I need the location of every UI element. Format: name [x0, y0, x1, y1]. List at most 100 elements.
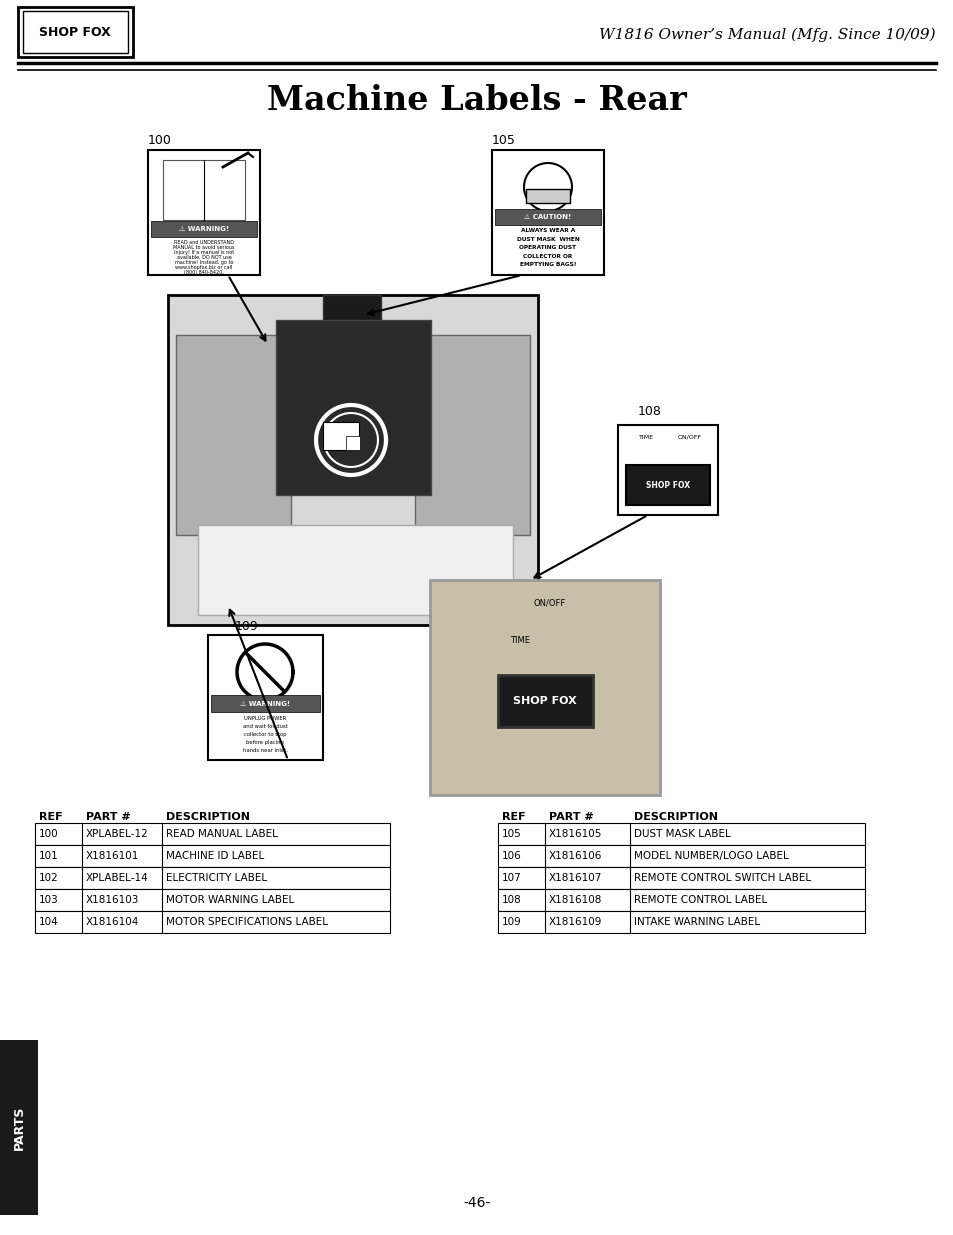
Text: UNPLUG POWER: UNPLUG POWER: [244, 716, 286, 721]
FancyBboxPatch shape: [491, 739, 520, 790]
Bar: [23, 11, 128, 53]
Text: DUST MASK LABEL: DUST MASK LABEL: [634, 829, 730, 839]
Text: X1816108: X1816108: [548, 895, 601, 905]
Bar: [415, 335, 530, 535]
Bar: [497, 845, 864, 867]
Bar: [497, 676, 593, 727]
Text: (800) 840-8420.: (800) 840-8420.: [184, 270, 224, 275]
Text: hands near inlet.: hands near inlet.: [242, 748, 287, 753]
Bar: [35, 867, 390, 889]
FancyBboxPatch shape: [517, 739, 547, 790]
Ellipse shape: [679, 445, 700, 454]
Text: injury! If a manual is not: injury! If a manual is not: [173, 249, 233, 254]
FancyBboxPatch shape: [476, 582, 613, 768]
Bar: [208, 635, 323, 760]
Bar: [497, 911, 864, 932]
Bar: [625, 466, 709, 505]
Text: 105: 105: [501, 829, 521, 839]
Text: MANUAL to avoid serious: MANUAL to avoid serious: [173, 245, 234, 249]
Bar: [148, 149, 260, 275]
Text: 109: 109: [234, 620, 258, 634]
Bar: [323, 295, 380, 380]
Text: 103: 103: [39, 895, 59, 905]
Text: ⚠ CAUTION!: ⚠ CAUTION!: [524, 214, 571, 220]
Text: collector to stop: collector to stop: [244, 732, 286, 737]
Bar: [18, 7, 132, 57]
Text: 105: 105: [492, 135, 516, 147]
Text: SHOP FOX: SHOP FOX: [39, 26, 111, 38]
Text: SHOP FOX: SHOP FOX: [645, 480, 689, 489]
Text: X1816104: X1816104: [86, 918, 139, 927]
Text: MACHINE ID LABEL: MACHINE ID LABEL: [166, 851, 264, 861]
Text: 100: 100: [39, 829, 58, 839]
Text: PARTS: PARTS: [12, 1105, 26, 1150]
Text: before placing: before placing: [246, 740, 284, 745]
Text: COLLECTOR OR: COLLECTOR OR: [523, 253, 572, 258]
Text: X1816109: X1816109: [548, 918, 601, 927]
FancyBboxPatch shape: [545, 739, 576, 790]
Text: 101: 101: [39, 851, 59, 861]
Bar: [35, 823, 390, 845]
Text: 109: 109: [501, 918, 521, 927]
FancyBboxPatch shape: [574, 739, 603, 790]
Text: ELECTRICITY LABEL: ELECTRICITY LABEL: [166, 873, 267, 883]
Text: ALWAYS WEAR A: ALWAYS WEAR A: [520, 228, 575, 233]
Text: available, DO NOT use: available, DO NOT use: [176, 254, 232, 261]
Text: REMOTE CONTROL LABEL: REMOTE CONTROL LABEL: [634, 895, 766, 905]
Text: DESCRIPTION: DESCRIPTION: [634, 811, 718, 823]
Text: and wait for dust: and wait for dust: [242, 724, 287, 729]
Bar: [168, 295, 537, 625]
Text: 108: 108: [638, 405, 661, 417]
Text: 100: 100: [148, 135, 172, 147]
Text: MOTOR WARNING LABEL: MOTOR WARNING LABEL: [166, 895, 294, 905]
Bar: [323, 422, 358, 450]
Bar: [0, 1040, 38, 1215]
Bar: [497, 867, 864, 889]
Text: 107: 107: [501, 873, 521, 883]
Text: X1816106: X1816106: [548, 851, 601, 861]
Text: -46-: -46-: [463, 1195, 490, 1210]
Text: ⚠ WARNING!: ⚠ WARNING!: [179, 226, 229, 232]
Text: X1816101: X1816101: [86, 851, 139, 861]
Text: Machine Labels - Rear: Machine Labels - Rear: [267, 84, 686, 116]
Text: EMPTYING BAGS!: EMPTYING BAGS!: [519, 262, 576, 267]
Text: DESCRIPTION: DESCRIPTION: [166, 811, 250, 823]
Text: X1816105: X1816105: [548, 829, 601, 839]
Text: ON/OFF: ON/OFF: [534, 599, 565, 608]
Text: MODEL NUMBER/LOGO LABEL: MODEL NUMBER/LOGO LABEL: [634, 851, 788, 861]
Text: SHOP FOX: SHOP FOX: [513, 697, 577, 706]
Bar: [163, 161, 245, 220]
Bar: [35, 911, 390, 932]
FancyBboxPatch shape: [495, 640, 551, 668]
Text: DUST MASK  WHEN: DUST MASK WHEN: [517, 236, 578, 242]
Bar: [198, 525, 513, 615]
Bar: [497, 889, 864, 911]
Ellipse shape: [636, 445, 656, 454]
Text: REF: REF: [501, 811, 525, 823]
Text: REF: REF: [39, 811, 63, 823]
Text: ON/OFF: ON/OFF: [678, 435, 701, 440]
Bar: [430, 580, 659, 795]
Text: W1816 Owner’s Manual (Mfg. Since 10/09): W1816 Owner’s Manual (Mfg. Since 10/09): [598, 28, 935, 42]
Text: REMOTE CONTROL SWITCH LABEL: REMOTE CONTROL SWITCH LABEL: [634, 873, 810, 883]
Text: X1816103: X1816103: [86, 895, 139, 905]
Text: X1816107: X1816107: [548, 873, 601, 883]
Text: INTAKE WARNING LABEL: INTAKE WARNING LABEL: [634, 918, 760, 927]
Bar: [492, 149, 603, 275]
FancyBboxPatch shape: [244, 657, 286, 685]
FancyBboxPatch shape: [465, 739, 496, 790]
Text: TIME: TIME: [638, 435, 653, 440]
Bar: [151, 221, 256, 237]
Text: TIME: TIME: [510, 636, 530, 645]
Bar: [175, 335, 291, 535]
Bar: [35, 889, 390, 911]
Text: machine! Instead, go to: machine! Instead, go to: [174, 261, 233, 266]
Bar: [275, 320, 431, 495]
Text: 108: 108: [501, 895, 521, 905]
Bar: [35, 845, 390, 867]
Text: www.shopfox.biz or call: www.shopfox.biz or call: [175, 266, 233, 270]
Bar: [618, 425, 718, 515]
Bar: [346, 436, 359, 450]
Bar: [495, 209, 600, 225]
Bar: [211, 695, 319, 713]
